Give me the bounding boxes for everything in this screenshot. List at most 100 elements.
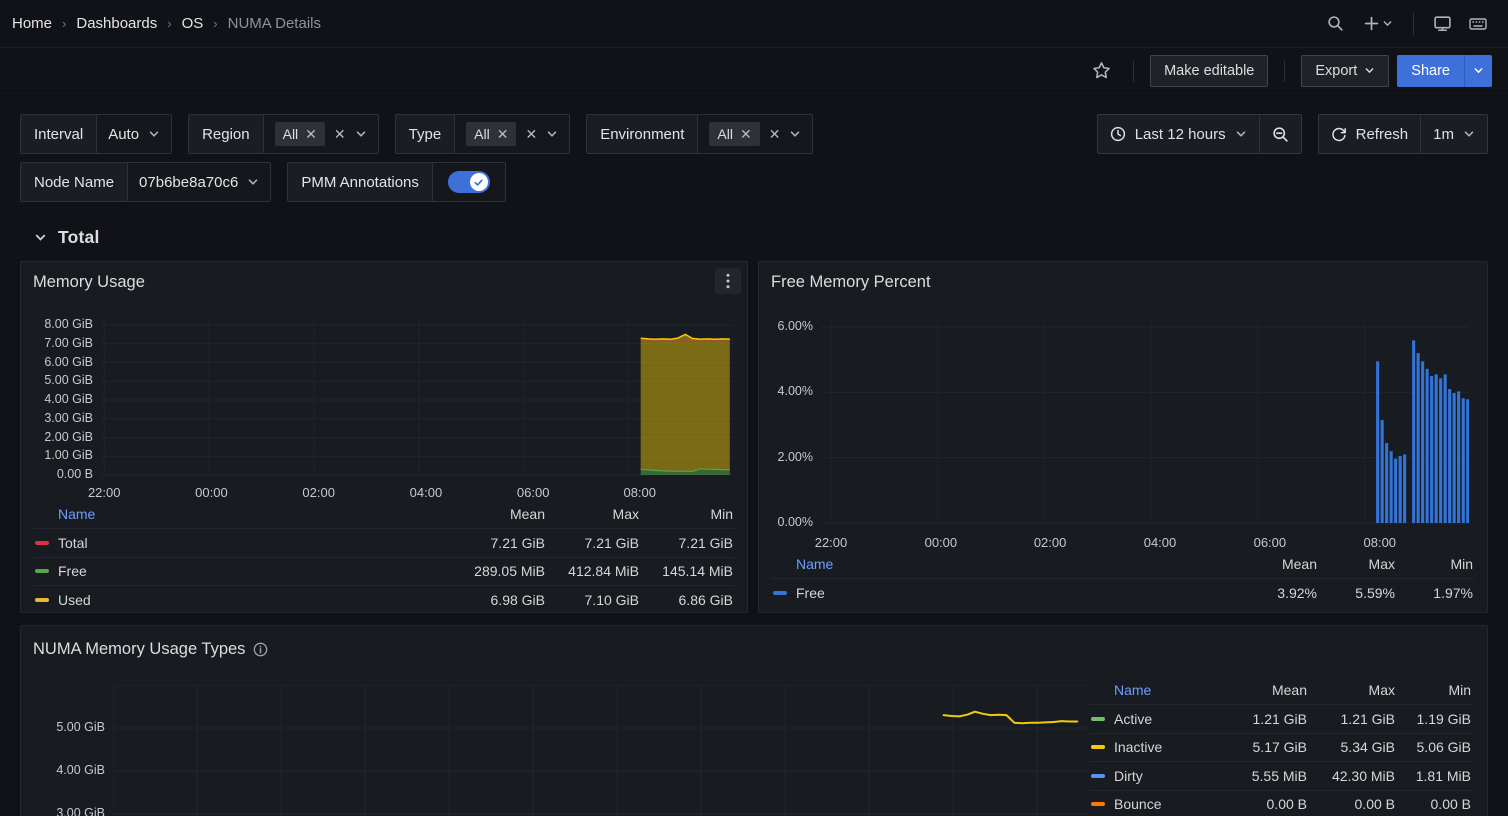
chevron-down-icon	[355, 128, 367, 140]
legend-table: Name Mean Max Min Free 3.92% 5.59% 1.97%	[759, 550, 1487, 607]
legend-sort-min[interactable]: Min	[639, 506, 733, 522]
stat-mean: 0.00 B	[1219, 796, 1307, 812]
interval-filter: Interval Auto	[20, 114, 172, 154]
monitor-icon[interactable]	[1426, 8, 1458, 40]
legend-sort-name[interactable]: Name	[58, 506, 95, 522]
legend-sort-max[interactable]: Max	[1317, 556, 1395, 572]
refresh-interval-select[interactable]: 1m	[1420, 115, 1487, 153]
legend-sort-name[interactable]: Name	[796, 556, 833, 572]
series-swatch	[35, 569, 49, 573]
breadcrumb-os[interactable]: OS	[182, 15, 204, 32]
pmm-annotations-toggle-cell	[433, 163, 505, 201]
stat-max: 0.00 B	[1307, 796, 1395, 812]
nav-divider	[1413, 13, 1414, 35]
filter-row-2: Node Name 07b6be8a70c6 PMM Annotations	[20, 162, 1488, 202]
legend-row-free: Free 3.92% 5.59% 1.97%	[771, 578, 1475, 607]
make-editable-button[interactable]: Make editable	[1150, 55, 1268, 87]
legend-sort-max[interactable]: Max	[545, 506, 639, 522]
legend-sort-mean[interactable]: Mean	[1239, 556, 1317, 572]
time-range-picker[interactable]: Last 12 hours	[1098, 115, 1259, 153]
numa-memory-usage-chart[interactable]: 5.00 GiB4.00 GiB3.00 GiB	[33, 685, 1097, 816]
series-label[interactable]: Inactive	[1114, 739, 1162, 755]
clear-selection-icon[interactable]: ✕	[525, 127, 537, 141]
y-axis-labels: 6.00%4.00%2.00%0.00%	[759, 302, 813, 528]
memory-usage-chart[interactable]: 8.00 GiB7.00 GiB6.00 GiB5.00 GiB4.00 GiB…	[21, 302, 747, 500]
node-name-select[interactable]: 07b6be8a70c6	[128, 163, 270, 201]
zoom-out-button[interactable]	[1259, 115, 1301, 153]
legend-sort-min[interactable]: Min	[1395, 682, 1471, 698]
stat-min: 145.14 MiB	[639, 563, 733, 579]
panel-title[interactable]: NUMA Memory Usage Types	[33, 640, 245, 659]
series-label[interactable]: Active	[1114, 711, 1152, 727]
stat-mean: 7.21 GiB	[451, 535, 545, 551]
environment-label: Environment	[587, 115, 698, 153]
region-select[interactable]: All ✕ ✕	[264, 115, 378, 153]
stat-mean: 289.05 MiB	[451, 563, 545, 579]
panel-header: Memory Usage	[21, 262, 747, 302]
series-swatch	[773, 591, 787, 595]
toolbar-divider	[1284, 60, 1285, 82]
legend-row-dirty: Dirty 5.55 MiB 42.30 MiB 1.81 MiB	[1089, 761, 1473, 790]
legend-header: Name Mean Max Min	[33, 500, 735, 528]
stat-min: 1.81 MiB	[1395, 768, 1471, 784]
pmm-annotations-toggle[interactable]	[448, 171, 490, 193]
panel-title[interactable]: Memory Usage	[33, 273, 145, 292]
region-filter: Region All ✕ ✕	[188, 114, 379, 154]
y-axis-labels: 8.00 GiB7.00 GiB6.00 GiB5.00 GiB4.00 GiB…	[21, 302, 93, 478]
series-label[interactable]: Total	[58, 535, 88, 551]
stat-max: 412.84 MiB	[545, 563, 639, 579]
chevron-down-icon	[789, 128, 801, 140]
chip-close-icon[interactable]: ✕	[497, 127, 509, 141]
clear-selection-icon[interactable]: ✕	[334, 127, 346, 141]
breadcrumb-home[interactable]: Home	[12, 15, 52, 32]
series-label[interactable]: Free	[796, 585, 825, 601]
series-label[interactable]: Used	[58, 592, 91, 608]
legend-sort-mean[interactable]: Mean	[451, 506, 545, 522]
chevron-down-icon	[34, 231, 47, 244]
info-icon[interactable]	[253, 642, 268, 657]
legend-sort-min[interactable]: Min	[1395, 556, 1473, 572]
share-button[interactable]: Share	[1397, 55, 1464, 87]
type-select[interactable]: All ✕ ✕	[455, 115, 569, 153]
filter-row-1: Interval Auto Region All ✕ ✕ Type All	[20, 114, 1488, 154]
breadcrumb-current-page: NUMA Details	[228, 15, 321, 32]
share-button-group: Share	[1397, 55, 1492, 87]
search-icon[interactable]	[1319, 8, 1351, 40]
keyboard-icon[interactable]	[1462, 8, 1494, 40]
legend-sort-max[interactable]: Max	[1307, 682, 1395, 698]
interval-select[interactable]: Auto	[97, 115, 171, 153]
legend-sort-name[interactable]: Name	[1114, 682, 1151, 698]
toolbar-divider	[1133, 60, 1134, 82]
region-selected-chip[interactable]: All ✕	[275, 122, 325, 146]
panel-menu-icon[interactable]	[715, 268, 741, 294]
add-new-button[interactable]	[1355, 8, 1401, 40]
environment-selected-chip[interactable]: All ✕	[709, 122, 759, 146]
free-memory-percent-chart[interactable]: 6.00%4.00%2.00%0.00% 22:0000:0002:0004:0…	[759, 302, 1487, 550]
series-label[interactable]: Dirty	[1114, 768, 1143, 784]
star-icon[interactable]	[1085, 55, 1117, 87]
stat-max: 1.21 GiB	[1307, 711, 1395, 727]
refresh-button[interactable]: Refresh	[1319, 115, 1421, 153]
type-selected-chip[interactable]: All ✕	[466, 122, 516, 146]
stat-min: 6.86 GiB	[639, 592, 733, 608]
clear-selection-icon[interactable]: ✕	[769, 127, 781, 141]
type-label: Type	[396, 115, 456, 153]
clock-icon	[1110, 126, 1126, 142]
series-label[interactable]: Free	[58, 563, 87, 579]
chevron-down-icon	[247, 176, 259, 188]
chevron-down-icon	[1473, 65, 1484, 76]
dashboard-toolbar: Make editable Export Share	[0, 48, 1508, 94]
chip-close-icon[interactable]: ✕	[740, 127, 752, 141]
export-button[interactable]: Export	[1301, 55, 1389, 87]
chip-close-icon[interactable]: ✕	[305, 127, 317, 141]
panel-title[interactable]: Free Memory Percent	[771, 273, 931, 292]
series-label[interactable]: Bounce	[1114, 796, 1161, 812]
section-title: Total	[58, 227, 100, 248]
legend-sort-mean[interactable]: Mean	[1219, 682, 1307, 698]
section-row-total[interactable]: Total	[34, 227, 1508, 248]
breadcrumb-dashboards[interactable]: Dashboards	[76, 15, 157, 32]
environment-select[interactable]: All ✕ ✕	[698, 115, 812, 153]
breadcrumb-separator: ›	[213, 16, 217, 31]
share-menu-button[interactable]	[1464, 55, 1492, 87]
y-axis-labels: 5.00 GiB4.00 GiB3.00 GiB	[33, 685, 105, 816]
